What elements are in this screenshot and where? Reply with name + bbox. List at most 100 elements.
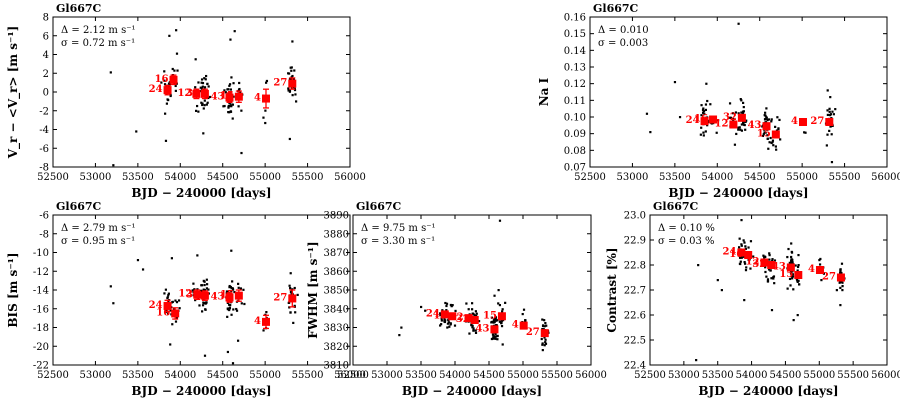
data-point (819, 257, 822, 261)
data-point (786, 255, 789, 259)
y-tick-label: -16 (33, 304, 49, 315)
bin-count-label: 12 (177, 88, 191, 99)
data-point (441, 309, 444, 312)
y-tick-label: 3840 (324, 304, 349, 315)
data-point (773, 282, 776, 285)
data-point (790, 242, 793, 245)
x-tick-label: 55500 (292, 172, 324, 183)
x-tick-label: 52500 (37, 172, 69, 183)
data-point (765, 116, 768, 119)
data-point (744, 120, 747, 123)
data-point (764, 270, 767, 274)
data-point (762, 133, 765, 136)
data-point (289, 311, 292, 314)
data-point (732, 118, 735, 121)
data-point (475, 314, 478, 318)
data-point (449, 322, 452, 325)
data-point (728, 102, 732, 105)
binned-mean-marker (771, 130, 780, 139)
data-point (835, 289, 838, 292)
data-point (704, 130, 707, 133)
bin-count-label: 12 (178, 289, 192, 300)
data-point (292, 78, 295, 81)
data-point (702, 134, 705, 137)
data-point (136, 259, 140, 262)
data-point (228, 83, 232, 86)
bin-count-label: 32 (186, 290, 200, 301)
data-point (171, 323, 174, 326)
data-point (737, 128, 740, 131)
data-point (544, 342, 548, 345)
data-point (440, 323, 443, 326)
data-point (205, 283, 209, 286)
data-point (703, 113, 706, 116)
data-point (175, 316, 178, 319)
y-tick-label: -14 (33, 286, 49, 297)
data-point (453, 324, 457, 327)
data-point (498, 303, 502, 307)
data-point (109, 285, 112, 288)
y-tick-label: 0.14 (564, 46, 586, 57)
binned-mean-marker (762, 122, 771, 131)
data-point (745, 119, 748, 122)
data-point (841, 281, 844, 284)
data-point (697, 264, 700, 267)
data-point (794, 264, 797, 267)
bin-count-label: 4 (791, 116, 798, 127)
data-point (169, 94, 172, 98)
data-point (205, 301, 208, 304)
data-point (765, 107, 768, 110)
data-point (744, 245, 747, 248)
data-point (208, 95, 212, 99)
data-point (227, 307, 230, 311)
data-point (292, 321, 295, 325)
data-point (497, 289, 500, 292)
data-point (444, 301, 447, 305)
data-point (797, 253, 800, 257)
data-point (293, 88, 297, 92)
binned-mean-marker (192, 89, 201, 98)
data-point (704, 108, 708, 112)
data-point (735, 132, 738, 136)
data-point (175, 29, 178, 32)
data-point (224, 91, 227, 94)
data-point (240, 151, 243, 155)
data-point (167, 292, 170, 295)
data-point (769, 136, 772, 140)
binned-mean-marker (193, 290, 202, 299)
data-point (446, 326, 449, 329)
data-point (200, 284, 204, 287)
bin-count-label: 4 (512, 320, 519, 331)
data-point (206, 101, 209, 104)
bin-count-label: 24 (686, 115, 700, 126)
bin-count-label: 32 (752, 259, 766, 270)
x-tick-label: 53500 (702, 370, 734, 381)
data-point (226, 350, 230, 354)
data-point (790, 275, 793, 278)
data-point (701, 111, 705, 114)
data-point (439, 314, 442, 317)
bin-count-label: 27 (273, 78, 287, 89)
x-tick-label: 53000 (668, 370, 700, 381)
data-point (493, 321, 496, 324)
data-point (500, 325, 504, 328)
data-point (443, 320, 446, 324)
chart-title: Gl667C (356, 200, 402, 213)
data-point (745, 266, 748, 269)
bin-count-label: 24 (722, 247, 736, 258)
y-tick-label: 6 (43, 31, 49, 42)
data-point (398, 334, 401, 337)
data-point (191, 289, 194, 292)
panel-contrast: 52500 53000 53500 54000 54500 55000 55500 56000… (605, 200, 900, 398)
data-point (789, 272, 793, 275)
data-point (468, 332, 471, 335)
data-point (474, 310, 477, 313)
data-point (700, 104, 703, 107)
data-point (167, 82, 171, 85)
data-point (193, 288, 196, 291)
data-point (176, 69, 179, 72)
x-tick-label: 53500 (659, 172, 691, 183)
data-point (228, 303, 231, 306)
data-point (225, 290, 229, 293)
